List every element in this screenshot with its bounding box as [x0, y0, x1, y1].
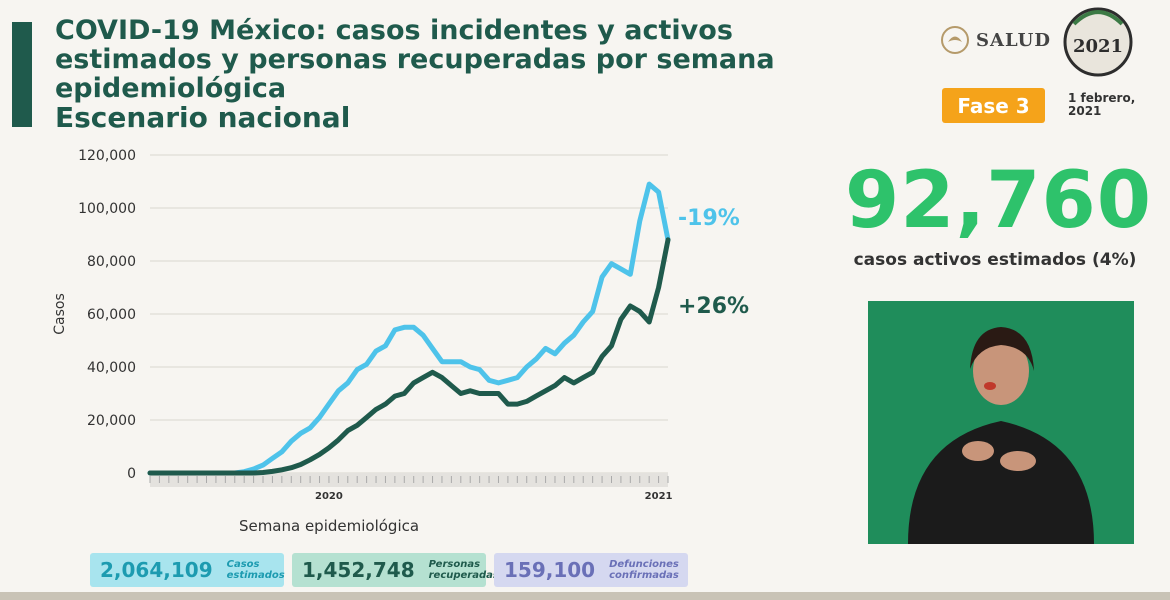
- deaths-stat: 159,100 Defunciones confirmadas: [494, 553, 688, 587]
- series-line-2: [147, 237, 671, 476]
- cases-line-chart: 0 20,000 40,000 60,000 80,000 100,000 120,000 2…: [52, 148, 749, 535]
- x-year-label: 2021: [645, 491, 673, 502]
- series-annotation-2: +26%: [678, 294, 749, 319]
- x-axis-label: Semana epidemiológica: [239, 517, 419, 535]
- independence-2021-logo: 2021: [1063, 7, 1133, 77]
- bottom-footer-strip: [0, 592, 1170, 600]
- active-cases-caption: casos activos estimados (4%): [853, 250, 1137, 270]
- recovered-stat: 1,452,748 Personas recuperadas: [292, 553, 499, 587]
- sign-language-interpreter-video: [868, 301, 1134, 544]
- accent-bar: [12, 22, 32, 127]
- y-tick-label: 100,000: [78, 201, 136, 217]
- report-date: 1 febrero, 2021: [1068, 91, 1136, 118]
- y-tick-label: 0: [127, 466, 136, 482]
- interpreter-figure: [908, 327, 1094, 544]
- series-annotation-1: -19%: [678, 206, 740, 231]
- active-cases-value: 92,760: [845, 156, 1152, 246]
- deaths-label: Defunciones confirmadas: [609, 559, 679, 581]
- y-tick-label: 60,000: [87, 307, 136, 323]
- y-tick-label: 40,000: [87, 360, 136, 376]
- estimated-cases-label: Casos estimados: [226, 559, 285, 581]
- deaths-value: 159,100: [504, 558, 596, 582]
- page-title: COVID-19 México: casos incidentes y acti…: [55, 15, 775, 104]
- summary-stats: 2,064,109 Casos estimados 1,452,748 Pers…: [90, 553, 688, 587]
- y-tick-label: 120,000: [78, 148, 136, 164]
- y-tick-label: 80,000: [87, 254, 136, 270]
- x-year-label: 2020: [315, 491, 343, 502]
- page-subtitle: Escenario nacional: [55, 101, 351, 134]
- phase-badge: Fase 3: [942, 88, 1045, 123]
- estimated-cases-stat: 2,064,109 Casos estimados: [90, 553, 285, 587]
- estimated-cases-value: 2,064,109: [100, 558, 213, 582]
- y-axis-label: Casos: [52, 293, 68, 335]
- salud-logo-text: SALUD: [976, 29, 1051, 51]
- series-line-1: [147, 181, 671, 476]
- y-tick-label: 20,000: [87, 413, 136, 429]
- recovered-value: 1,452,748: [302, 558, 415, 582]
- eagle-emblem-icon: [941, 26, 969, 54]
- x-axis-week-strip: [150, 473, 668, 487]
- logo-year: 2021: [1073, 36, 1123, 57]
- salud-logo: SALUD: [940, 22, 1051, 58]
- recovered-label: Personas recuperadas: [428, 559, 499, 581]
